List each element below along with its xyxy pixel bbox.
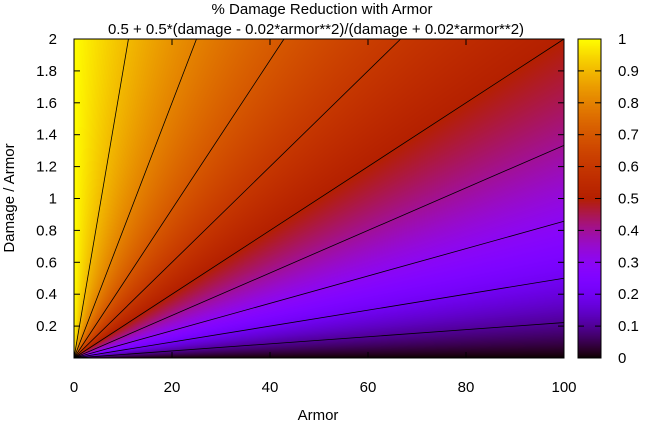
y-axis-label: Damage / Armor xyxy=(1,143,18,252)
contour-line xyxy=(73,38,401,359)
colorbar-tick-label: 0.9 xyxy=(618,63,639,80)
y-tick-label: 1.6 xyxy=(36,95,57,112)
colorbar-tick-label: 0.5 xyxy=(618,191,639,208)
colorbar-tick-label: 0.4 xyxy=(618,222,639,239)
contour-line xyxy=(73,277,565,359)
colorbar-tick-label: 0.1 xyxy=(618,318,639,335)
contour-line xyxy=(73,38,565,359)
colorbar: 0 0.1 0.2 0.3 0.4 0.5 0.6 0.7 0.8 0.9 1 xyxy=(577,31,639,367)
colorbar-tick-label: 0.6 xyxy=(618,159,639,176)
contour-line xyxy=(73,220,565,359)
x-tick-label: 100 xyxy=(551,379,576,396)
contour-lines xyxy=(73,38,565,359)
x-axis: 0 20 40 60 80 100 xyxy=(70,39,577,396)
x-axis-label: Armor xyxy=(298,407,339,423)
y-axis: 0.2 0.4 0.6 0.8 1 1.2 1.4 1.6 1.8 2 xyxy=(36,31,564,335)
y-tick-label: 2 xyxy=(49,31,57,48)
y-tick-label: 0.8 xyxy=(36,222,57,239)
y-tick-label: 1.4 xyxy=(36,127,57,144)
colorbar-tick-label: 0.2 xyxy=(618,286,639,303)
colorbar-tick-label: 0.3 xyxy=(618,254,639,271)
colorbar-tick-label: 1 xyxy=(618,31,626,48)
contour-line xyxy=(73,38,285,359)
contour-line xyxy=(73,38,129,359)
y-tick-label: 1.8 xyxy=(36,63,57,80)
chart-subtitle: 0.5 + 0.5*(damage - 0.02*armor**2)/(dama… xyxy=(108,21,524,38)
colorbar-ticks: 0 0.1 0.2 0.3 0.4 0.5 0.6 0.7 0.8 0.9 1 xyxy=(578,31,639,367)
y-tick-label: 1.2 xyxy=(36,159,57,176)
x-tick-label: 80 xyxy=(458,379,475,396)
contour-line xyxy=(73,38,197,359)
plot-area xyxy=(73,38,565,359)
colorbar-gradient xyxy=(578,39,601,358)
x-tick-label: 20 xyxy=(164,379,181,396)
contour-line xyxy=(73,144,565,359)
x-tick-label: 0 xyxy=(70,379,78,396)
y-tick-label: 0.4 xyxy=(36,286,57,303)
colorbar-tick-label: 0.8 xyxy=(618,95,639,112)
y-tick-label: 0.2 xyxy=(36,318,57,335)
contour-line xyxy=(73,322,565,359)
y-tick-label: 1 xyxy=(49,191,57,208)
x-tick-label: 40 xyxy=(262,379,279,396)
colorbar-tick-label: 0 xyxy=(618,350,626,367)
colorbar-tick-label: 0.7 xyxy=(618,127,639,144)
x-tick-label: 60 xyxy=(360,379,377,396)
chart-title: % Damage Reduction with Armor xyxy=(212,1,433,18)
y-tick-label: 0.6 xyxy=(36,254,57,271)
